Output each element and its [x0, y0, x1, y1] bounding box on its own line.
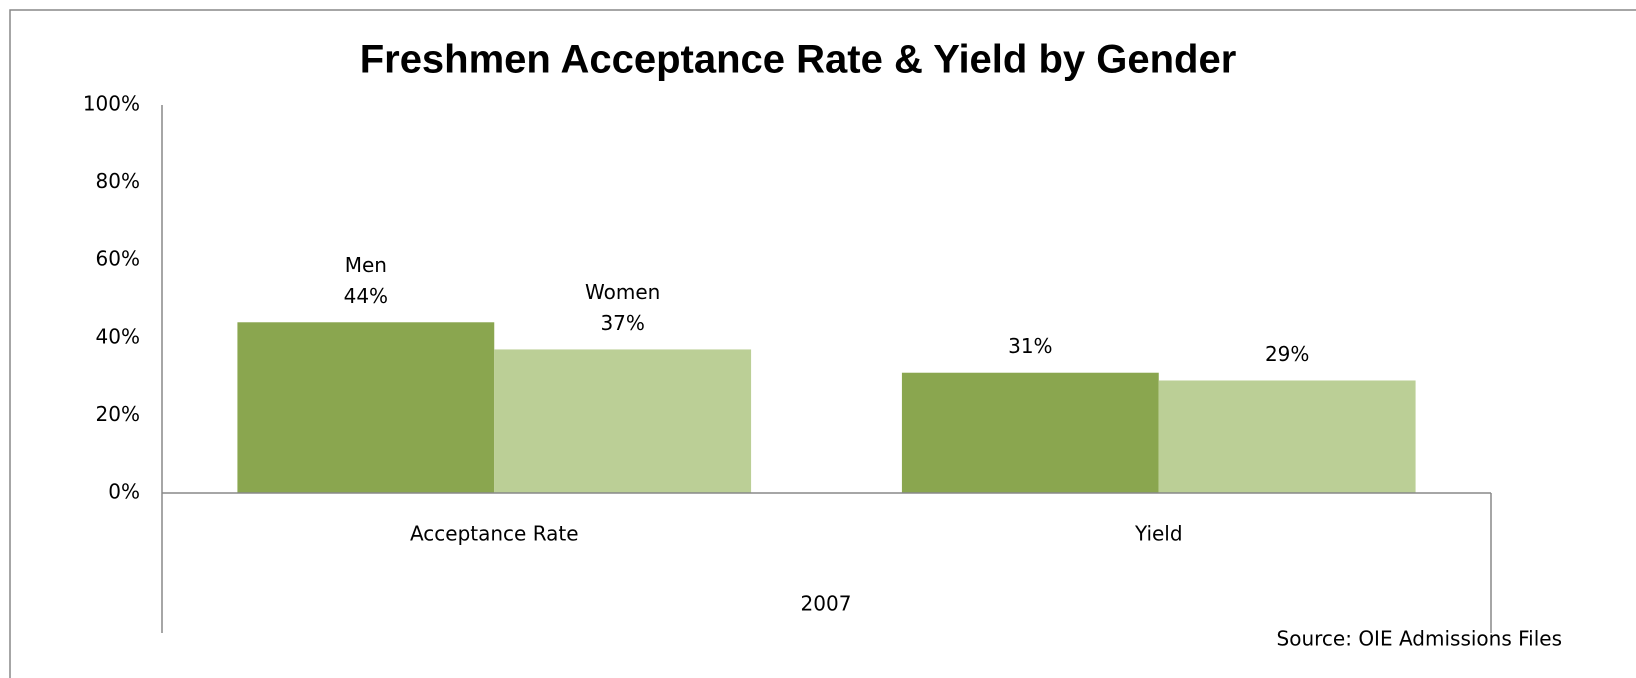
- bar: [1158, 380, 1416, 493]
- data-label: 37%: [600, 311, 644, 335]
- source-note: Source: OIE Admissions Files: [1277, 627, 1562, 651]
- bar: [494, 349, 752, 493]
- y-tick-label: 40%: [96, 324, 140, 348]
- y-tick-label: 80%: [96, 169, 140, 193]
- series-label: Men: [345, 253, 387, 277]
- bar: [901, 372, 1159, 493]
- y-tick-label: 0%: [108, 480, 140, 504]
- series-label: Women: [585, 280, 660, 304]
- data-label: 44%: [344, 284, 388, 308]
- y-tick-label: 100%: [83, 92, 140, 116]
- group-label: 2007: [801, 592, 852, 616]
- data-label: 29%: [1265, 342, 1309, 366]
- chart-title: Freshmen Acceptance Rate & Yield by Gend…: [360, 38, 1237, 82]
- data-label: 31%: [1008, 334, 1052, 358]
- y-tick-label: 60%: [96, 247, 140, 271]
- bar: [237, 322, 495, 493]
- x-tick-label: Yield: [1134, 522, 1183, 546]
- x-tick-label: Acceptance Rate: [410, 522, 579, 546]
- y-tick-label: 20%: [96, 402, 140, 426]
